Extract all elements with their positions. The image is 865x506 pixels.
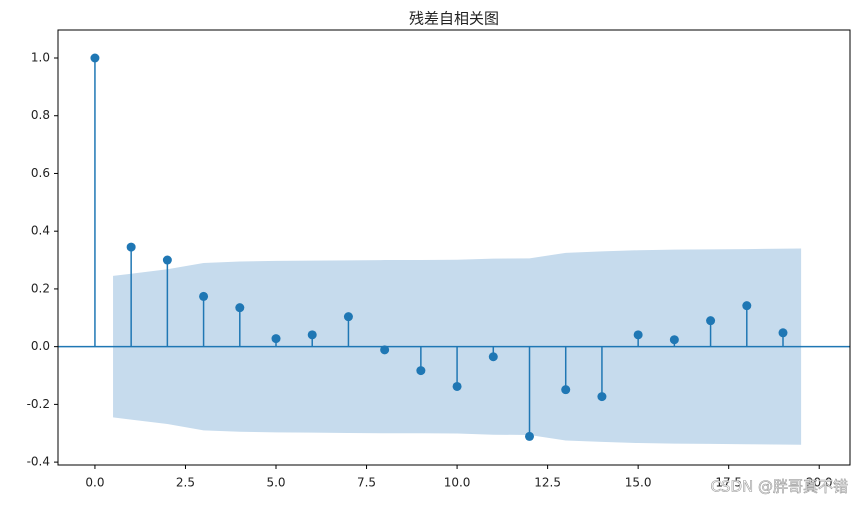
- stem-marker: [343, 312, 353, 322]
- x-tick-label: 10.0: [444, 476, 471, 490]
- watermark: CSDN @胖哥真不错: [710, 478, 848, 496]
- stem-marker: [380, 345, 390, 355]
- stem-marker: [307, 330, 317, 340]
- stem-marker: [452, 381, 462, 391]
- x-tick-label: 12.5: [534, 476, 561, 490]
- stem-marker: [271, 334, 281, 344]
- stem-marker: [488, 352, 498, 362]
- stem-marker: [162, 255, 172, 265]
- stem-marker: [90, 53, 100, 63]
- stem-marker: [778, 328, 788, 338]
- y-tick-label: 0.4: [31, 224, 50, 238]
- stem-marker: [633, 330, 643, 340]
- stem-marker: [597, 392, 607, 402]
- stem-marker: [525, 431, 535, 441]
- stem-marker: [669, 335, 679, 345]
- stem-marker: [199, 291, 209, 301]
- x-tick-label: 15.0: [625, 476, 652, 490]
- x-tick-label: 0.0: [85, 476, 104, 490]
- y-tick-label: -0.4: [27, 455, 50, 469]
- x-tick-label: 2.5: [176, 476, 195, 490]
- stem-marker: [235, 303, 245, 313]
- x-tick-label: 7.5: [357, 476, 376, 490]
- chart-title: 残差自相关图: [409, 10, 499, 28]
- y-tick-label: 0.0: [31, 339, 50, 353]
- x-tick-label: 5.0: [266, 476, 285, 490]
- stem-marker: [706, 316, 716, 326]
- x-tick-label: 17.5: [715, 476, 742, 490]
- stem-marker: [561, 385, 571, 395]
- stem-marker: [416, 366, 426, 376]
- y-tick-label: 0.6: [31, 166, 50, 180]
- stem-marker: [742, 301, 752, 311]
- y-tick-label: 1.0: [31, 50, 50, 64]
- stem-marker: [126, 242, 136, 252]
- y-tick-label: 0.2: [31, 281, 50, 295]
- y-tick-label: -0.2: [27, 397, 50, 411]
- x-tick-label: 20.0: [806, 476, 833, 490]
- plot-frame: [57, 29, 851, 466]
- y-tick-label: 0.8: [31, 108, 50, 122]
